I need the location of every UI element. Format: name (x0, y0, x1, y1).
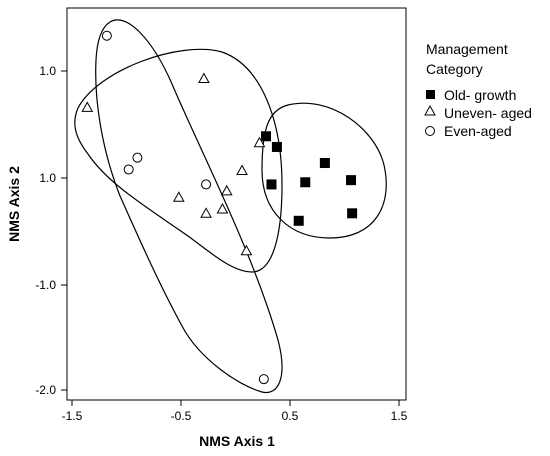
even-aged-point (101, 30, 112, 41)
data-points (81, 30, 358, 385)
legend-label-uneven-aged: Uneven- aged (444, 105, 532, 121)
x-axis: -1.5 -0.5 0.5 1.5 (62, 400, 408, 423)
y-tick-label: 1.0 (39, 171, 56, 185)
even-aged-hull (95, 19, 283, 394)
group-hulls (74, 19, 387, 394)
uneven-aged-point (236, 164, 248, 176)
legend-title-line: Management (426, 41, 508, 57)
even-aged-point (123, 164, 134, 175)
x-axis-title: NMS Axis 1 (199, 433, 275, 449)
uneven-aged-point (253, 136, 266, 148)
x-tick-label: -0.5 (171, 409, 192, 423)
y-tick-label: 1.0 (39, 64, 56, 78)
uneven-aged-point (81, 101, 94, 112)
uneven-aged-legend-marker (424, 104, 436, 116)
legend-title-line: Category (426, 61, 483, 77)
uneven-aged-point (172, 191, 185, 202)
x-tick-label: 1.5 (391, 409, 408, 423)
legend-label-even-aged: Even-aged (444, 123, 512, 139)
even-aged-point (201, 179, 212, 190)
y-axis-title: NMS Axis 2 (6, 166, 22, 242)
legend-label-old-growth: Old- growth (444, 87, 516, 103)
old-growth-point (261, 131, 272, 142)
old-growth-point (300, 177, 311, 188)
old-growth-point (319, 158, 330, 169)
uneven-aged-point (240, 244, 253, 256)
even-aged-point (132, 152, 143, 163)
old-growth-point (346, 175, 357, 186)
x-tick-label: 0.5 (282, 409, 299, 423)
y-tick-label: -1.0 (35, 278, 56, 292)
old-growth-legend-marker (426, 90, 435, 99)
uneven-aged-point (216, 203, 229, 214)
y-axis: 1.0 1.0 -1.0 -2.0 (35, 64, 67, 397)
uneven-aged-point (200, 207, 212, 218)
y-tick-label: -2.0 (35, 383, 56, 397)
even-aged-point (258, 374, 269, 385)
old-growth-point (266, 179, 277, 190)
even-aged-legend-marker (425, 126, 435, 136)
old-growth-point (271, 141, 282, 152)
uneven-aged-point (198, 72, 210, 83)
old-growth-point (293, 215, 304, 226)
legend: Management Category Old- growth Uneven- … (424, 41, 532, 139)
plot-area (66, 7, 407, 401)
uneven-aged-hull (74, 48, 283, 273)
old-growth-point (347, 208, 358, 219)
x-tick-label: -1.5 (62, 409, 83, 423)
uneven-aged-point (220, 184, 233, 196)
